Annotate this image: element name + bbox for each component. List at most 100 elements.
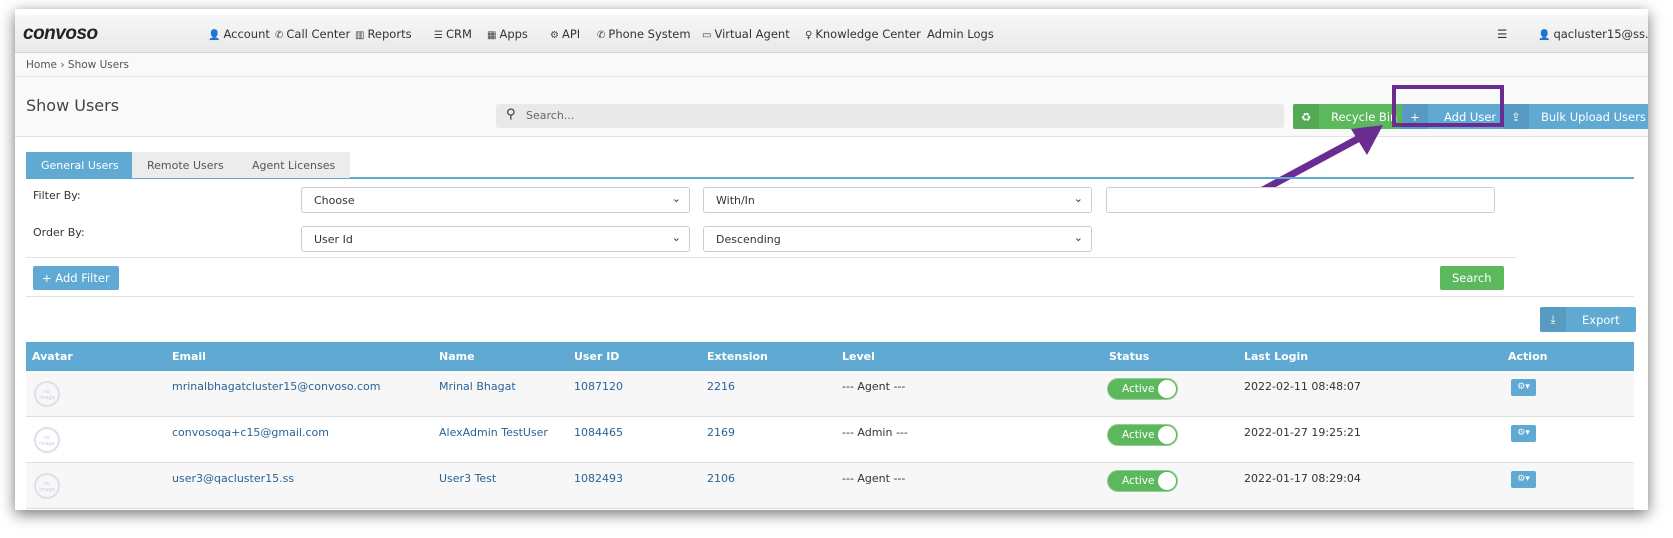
column-header: User ID <box>574 350 620 363</box>
level: --- Agent --- <box>842 472 906 485</box>
nav-call-center[interactable]: ✆ Call Center <box>275 27 351 41</box>
monitor-icon: ▭ <box>702 30 712 41</box>
list-icon: ☰ <box>434 30 443 41</box>
upload-icon: ⇪ <box>1503 104 1529 129</box>
level: --- Admin --- <box>842 426 908 439</box>
last-login: 2022-02-11 08:48:07 <box>1244 380 1361 393</box>
filter-operator-select[interactable]: With/In ⌄ <box>703 187 1092 213</box>
nav-knowledge-center[interactable]: ♀ Knowledge Center <box>805 27 921 41</box>
level: --- Agent --- <box>842 380 906 393</box>
table-row: no image mrinalbhagatcluster15@convoso.c… <box>26 371 1634 417</box>
search-button[interactable]: Search <box>1440 266 1504 290</box>
toggle-knob <box>1158 426 1176 444</box>
annotation-highlight-box <box>1392 85 1504 127</box>
email-link[interactable]: convosoqa+c15@gmail.com <box>172 426 329 439</box>
toggle-knob <box>1158 472 1176 490</box>
action-gear-dropdown[interactable]: ⚙▾ <box>1511 379 1536 396</box>
lightbulb-icon: ♀ <box>805 30 813 41</box>
column-header: Email <box>172 350 206 363</box>
nav-api[interactable]: ⚙ API <box>550 27 581 41</box>
nav-crm[interactable]: ☰ CRM <box>434 27 472 41</box>
search-input[interactable]: ⚲ Search... <box>496 104 1284 128</box>
annotation-arrow <box>1257 125 1383 195</box>
column-header: Action <box>1508 350 1548 363</box>
grid-icon: ▦ <box>487 30 497 41</box>
order-direction-select[interactable]: Descending ⌄ <box>703 226 1092 252</box>
last-login: 2022-01-17 08:29:04 <box>1244 472 1361 485</box>
nav-phone-system[interactable]: ✆ Phone System <box>597 27 691 41</box>
add-filter-button[interactable]: + Add Filter <box>33 266 119 290</box>
avatar: no image <box>34 381 60 407</box>
email-link[interactable]: mrinalbhagatcluster15@convoso.com <box>172 380 381 393</box>
order-field-select[interactable]: User Id ⌄ <box>301 226 690 252</box>
breadcrumb-home[interactable]: Home <box>26 59 58 71</box>
email-link[interactable]: user3@qacluster15.ss <box>172 472 295 485</box>
action-gear-dropdown[interactable]: ⚙▾ <box>1511 471 1536 488</box>
users-table: Avatar Email Name User ID Extension Level Stat… <box>26 342 1634 509</box>
filter-value-input[interactable] <box>1106 187 1495 213</box>
name-link[interactable]: AlexAdmin TestUser <box>439 426 548 439</box>
action-gear-dropdown[interactable]: ⚙▾ <box>1511 425 1536 442</box>
extension-link[interactable]: 2216 <box>707 380 735 393</box>
tab-agent-licenses[interactable]: Agent Licenses <box>237 152 351 178</box>
top-nav: convoso 👤 Account ✆ Call Center ▥ Reports ☰ CRM… <box>15 15 1648 53</box>
nav-admin-logs[interactable]: Admin Logs <box>927 27 994 41</box>
user-menu[interactable]: 👤qacluster15@ss.ss <box>1538 27 1648 41</box>
nav-account[interactable]: 👤 Account <box>208 27 270 41</box>
filter-field-select[interactable]: Choose ⌄ <box>301 187 690 213</box>
user-id-link[interactable]: 1087120 <box>574 380 623 393</box>
divider <box>26 257 1516 258</box>
name-link[interactable]: Mrinal Bhagat <box>439 380 516 393</box>
download-icon: ⤓ <box>1540 307 1566 332</box>
app-window: convoso 👤 Account ✆ Call Center ▥ Reports ☰ CRM… <box>15 9 1648 510</box>
bar-chart-icon: ▥ <box>355 30 365 41</box>
tab-general-users[interactable]: General Users <box>26 152 134 178</box>
tab-bar: General Users Remote Users Agent License… <box>26 152 1634 179</box>
user-id-link[interactable]: 1084465 <box>574 426 623 439</box>
phone-icon: ✆ <box>275 30 284 41</box>
recycle-icon: ♻ <box>1293 104 1319 129</box>
column-header: Name <box>439 350 475 363</box>
table-row: no image convosoqa+c15@gmail.com AlexAdm… <box>26 417 1634 463</box>
extension-link[interactable]: 2169 <box>707 426 735 439</box>
extension-link[interactable]: 2106 <box>707 472 735 485</box>
nav-reports[interactable]: ▥ Reports <box>355 27 412 41</box>
status-toggle[interactable]: Active <box>1107 424 1178 446</box>
status-toggle[interactable]: Active <box>1107 470 1178 492</box>
user-icon: 👤 <box>1538 30 1551 41</box>
order-by-label: Order By: <box>33 226 85 239</box>
avatar: no image <box>34 427 60 453</box>
name-link[interactable]: User3 Test <box>439 472 497 485</box>
last-login: 2022-01-27 19:25:21 <box>1244 426 1361 439</box>
export-button[interactable]: ⤓ Export <box>1540 307 1636 332</box>
nav-apps[interactable]: ▦ Apps <box>487 27 528 41</box>
filter-by-label: Filter By: <box>33 189 81 202</box>
toggle-knob <box>1158 380 1176 398</box>
user-icon: 👤 <box>208 30 221 41</box>
chevron-down-icon: ⌄ <box>671 192 681 205</box>
logo: convoso <box>23 23 98 44</box>
status-toggle[interactable]: Active <box>1107 378 1178 400</box>
column-header: Status <box>1109 350 1150 363</box>
avatar: no image <box>34 473 60 499</box>
breadcrumb-current: Show Users <box>67 59 129 71</box>
database-icon[interactable]: ☰ <box>1497 27 1508 41</box>
column-header: Extension <box>707 350 768 363</box>
column-header: Avatar <box>32 350 73 363</box>
nav-virtual-agent[interactable]: ▭ Virtual Agent <box>702 27 790 41</box>
column-header: Level <box>842 350 875 363</box>
column-header: Last Login <box>1244 350 1309 363</box>
user-id-link[interactable]: 1082493 <box>574 472 623 485</box>
breadcrumb: Home › Show Users <box>15 53 1648 77</box>
chevron-down-icon: ⌄ <box>1073 231 1083 244</box>
gear-icon: ⚙ <box>550 30 559 41</box>
bulk-upload-button[interactable]: ⇪ Bulk Upload Users <box>1503 104 1648 129</box>
recycle-bin-button[interactable]: ♻ Recycle Bin <box>1293 104 1410 129</box>
tab-remote-users[interactable]: Remote Users <box>132 152 239 178</box>
divider <box>26 296 1634 297</box>
phone-icon: ✆ <box>597 30 606 41</box>
table-row: no image user3@qacluster15.ss User3 Test… <box>26 463 1634 509</box>
table-header: Avatar Email Name User ID Extension Level Stat… <box>26 342 1634 371</box>
chevron-down-icon: ⌄ <box>1073 192 1083 205</box>
chevron-down-icon: ⌄ <box>671 231 681 244</box>
